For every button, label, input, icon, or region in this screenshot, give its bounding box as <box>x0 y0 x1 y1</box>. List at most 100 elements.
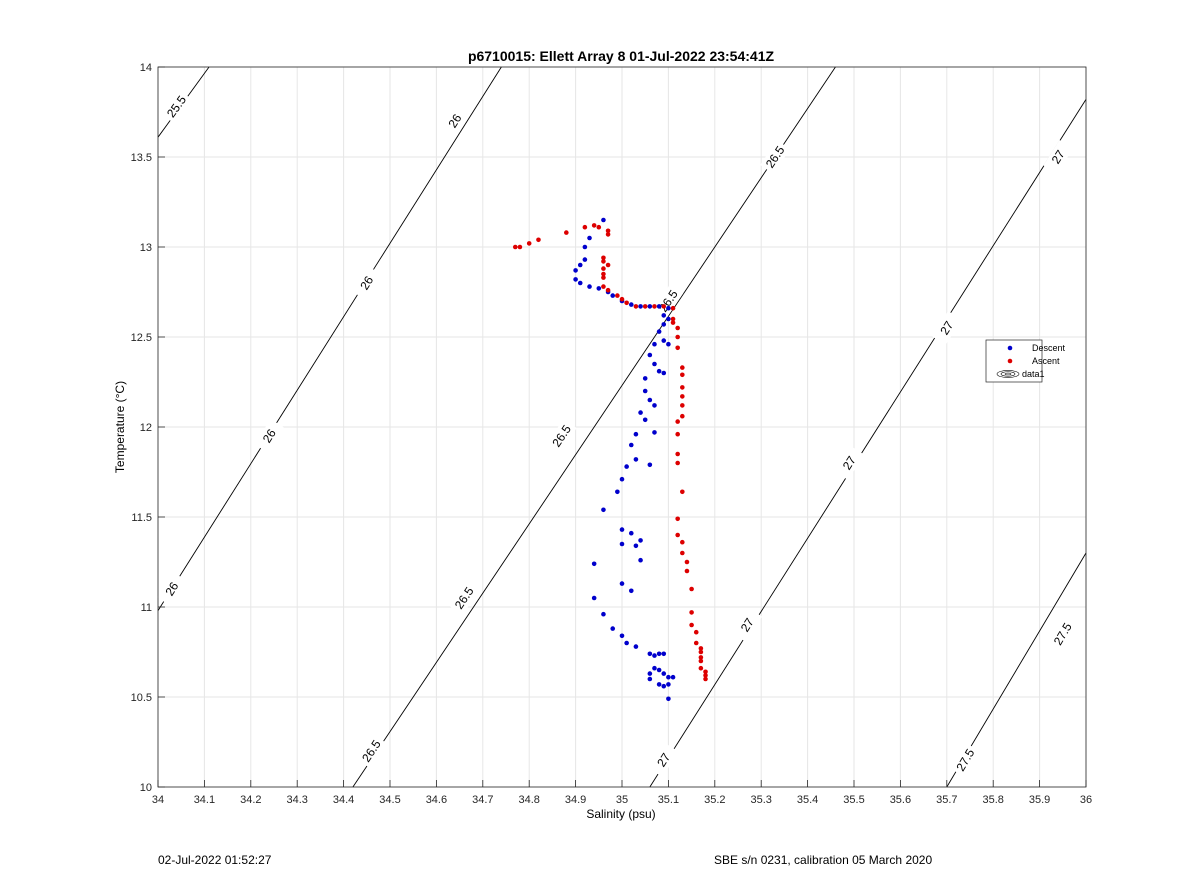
ascent-point <box>680 372 685 378</box>
descent-point <box>666 696 671 702</box>
x-tick-label: 34.1 <box>194 794 215 806</box>
descent-point <box>652 430 657 435</box>
ascent-point <box>642 304 648 309</box>
descent-point <box>577 280 583 286</box>
contour-label-background <box>352 266 382 300</box>
descent-point <box>652 403 657 408</box>
ascent-point <box>601 266 606 271</box>
ascent-point <box>601 259 606 264</box>
ascent-point <box>675 451 680 457</box>
descent-point <box>628 588 634 594</box>
descent-point <box>633 644 639 649</box>
descent-point <box>661 651 667 657</box>
ascent-point <box>605 287 611 293</box>
ascent-point <box>680 365 685 370</box>
legend-label: Descent <box>1032 343 1066 353</box>
ascent-point <box>675 345 680 351</box>
x-tick-label: 34 <box>152 794 164 806</box>
ascent-point <box>693 629 699 635</box>
ascent-point <box>615 293 620 298</box>
x-tick-label: 34.3 <box>286 794 307 806</box>
descent-point <box>619 527 625 532</box>
x-tick-label: 34.6 <box>426 794 447 806</box>
legend-contour-icon <box>996 370 1020 378</box>
ascent-point <box>601 275 606 280</box>
contour-label-background <box>932 311 962 345</box>
contour-line-26-5 <box>352 66 836 788</box>
descent-point <box>624 640 629 646</box>
ascent-point <box>675 419 680 424</box>
descent-point <box>619 581 625 586</box>
y-tick-label: 12.5 <box>131 332 152 344</box>
y-tick-label: 12 <box>140 422 152 434</box>
ascent-point <box>512 244 518 250</box>
legend-marker <box>1007 358 1013 364</box>
contour-label-background <box>157 572 187 606</box>
contour-label-background <box>653 284 684 318</box>
ascent-point <box>517 244 523 250</box>
descent-point <box>596 286 602 291</box>
descent-point <box>661 683 667 689</box>
footer-timestamp: 02-Jul-2022 01:52:27 <box>158 853 272 867</box>
ascent-point <box>591 223 597 228</box>
descent-point <box>661 322 667 327</box>
descent-point <box>666 674 671 680</box>
ascent-point <box>564 230 569 235</box>
ascent-point <box>698 658 704 664</box>
descent-point <box>647 397 653 403</box>
descent-point <box>577 262 583 268</box>
legend-box <box>985 339 1043 383</box>
descent-point <box>633 431 639 437</box>
descent-point <box>628 302 634 307</box>
y-tick-label: 11 <box>141 602 152 614</box>
descent-point <box>638 538 643 543</box>
ascent-point <box>536 237 541 243</box>
ascent-point <box>670 320 676 325</box>
descent-point <box>642 388 648 394</box>
x-tick-label: 34.7 <box>472 794 493 806</box>
x-tick-label: 35.8 <box>982 794 1003 806</box>
descent-point <box>656 329 662 334</box>
legend-marker <box>1007 345 1013 351</box>
descent-point <box>652 361 657 367</box>
ascent-point <box>689 586 694 592</box>
y-tick-label: 14 <box>140 62 152 74</box>
y-axis-label: Temperature (°C) <box>113 381 127 473</box>
ascent-point <box>675 325 680 331</box>
x-tick-label: 34.4 <box>333 794 354 806</box>
descent-point <box>656 304 662 309</box>
ascent-point <box>601 284 606 289</box>
descent-point <box>615 489 620 495</box>
ascent-point <box>703 673 708 678</box>
descent-point <box>573 277 578 282</box>
ascent-point <box>698 646 704 651</box>
legend-label: Ascent <box>1032 356 1060 366</box>
ascent-point <box>680 385 685 390</box>
y-tick-label: 10.5 <box>131 692 152 704</box>
x-tick-label: 35.2 <box>704 794 725 806</box>
descent-point <box>647 651 653 657</box>
ascent-point <box>675 334 680 340</box>
contour-label-background <box>648 743 679 777</box>
x-tick-label: 35.9 <box>1029 794 1050 806</box>
ascent-point <box>601 255 606 261</box>
legend-contour-icon <box>1004 372 1012 376</box>
ascent-point <box>605 232 611 237</box>
descent-point <box>591 595 597 601</box>
ascent-point <box>605 228 611 234</box>
contour-label-background <box>254 419 285 453</box>
ascent-point <box>698 665 704 671</box>
grid-lines <box>157 66 1087 788</box>
descent-point <box>591 561 597 567</box>
contour-line-26 <box>157 66 502 611</box>
legend-label: data1 <box>1022 369 1045 379</box>
descent-point <box>647 304 653 309</box>
descent-point <box>661 313 667 318</box>
ascent-point <box>675 431 680 437</box>
descent-point <box>619 476 625 482</box>
ascent-point <box>605 262 611 268</box>
contour-label-background <box>1043 140 1073 174</box>
x-tick-label: 35.6 <box>890 794 911 806</box>
x-axis-label: Salinity (psu) <box>586 807 655 821</box>
